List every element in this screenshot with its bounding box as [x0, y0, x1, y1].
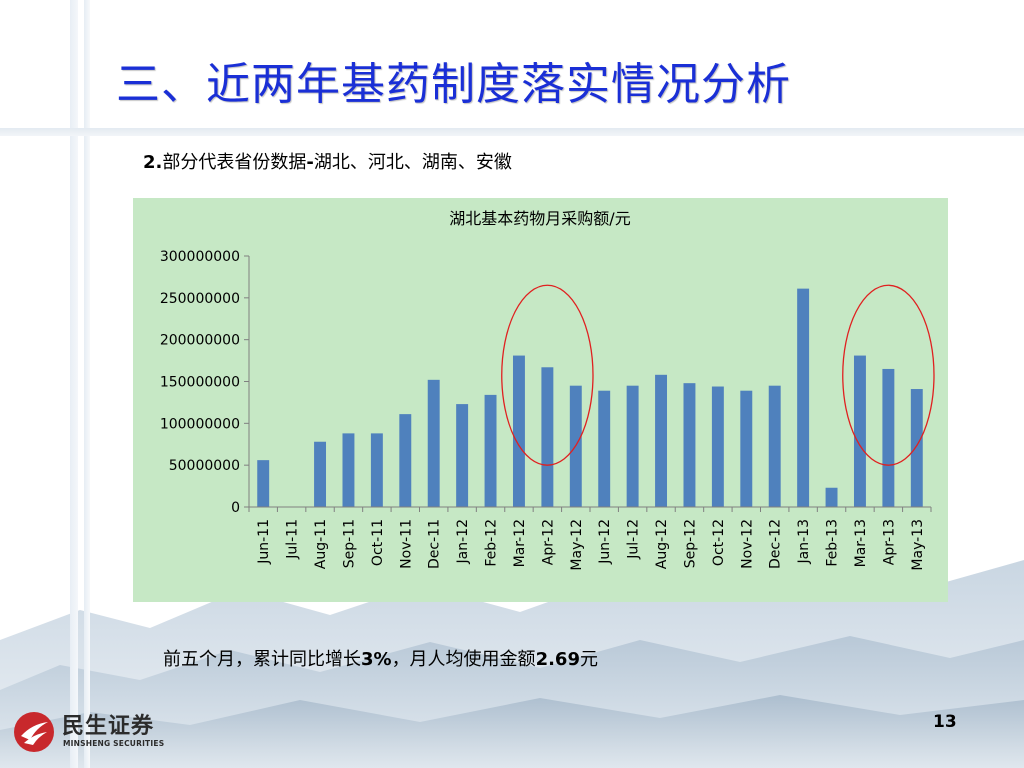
- x-tick-label: Sep-12: [682, 519, 698, 568]
- y-tick-label: 200000000: [160, 333, 240, 349]
- x-tick-label: Aug-11: [313, 519, 329, 569]
- bar: [598, 390, 611, 507]
- decorative-vertical-bar: [70, 0, 78, 768]
- y-tick-label: 50000000: [169, 458, 240, 474]
- x-tick-label: Aug-12: [654, 519, 670, 569]
- x-tick-label: May-13: [910, 519, 926, 571]
- bar: [456, 404, 469, 507]
- slide-title: 三、近两年基药制度落实情况分析: [116, 59, 791, 110]
- logo-name-cn: 民生证券: [62, 714, 155, 739]
- x-tick-label: May-12: [569, 519, 585, 571]
- company-logo: 民生证券 MINSHENG SECURITIES: [12, 708, 182, 758]
- x-tick-label: Nov-11: [398, 519, 414, 569]
- bar: [399, 414, 412, 507]
- x-tick-label: Dec-12: [768, 519, 784, 569]
- highlight-circle: [842, 284, 935, 466]
- subtitle-text-b: 湖北、河北、湖南、安徽: [313, 152, 512, 173]
- y-tick-label: 150000000: [160, 375, 240, 391]
- bar: [768, 385, 781, 507]
- highlight-circle: [501, 284, 594, 466]
- x-tick-label: Nov-12: [739, 519, 755, 569]
- slide-subtitle: 2.部分代表省份数据-湖北、河北、湖南、安徽: [143, 148, 512, 174]
- x-tick-label: Sep-11: [341, 519, 357, 568]
- summary-amount: 2.69: [535, 649, 580, 670]
- decorative-horizontal-bar: [0, 128, 1024, 136]
- summary-text-c: 元: [579, 649, 598, 670]
- bar: [740, 390, 753, 507]
- x-tick-label: Mar-13: [853, 519, 869, 567]
- bar: [342, 433, 355, 507]
- summary-percent: 3%: [361, 649, 392, 670]
- x-tick-label: Jun-12: [597, 519, 613, 565]
- bar: [683, 383, 696, 507]
- subtitle-dash: -: [306, 152, 314, 173]
- bar: [825, 487, 838, 507]
- x-tick-label: Apr-12: [540, 519, 556, 565]
- y-axis: 0 50000000 100000000 150000000 200000000 2500…: [160, 249, 250, 516]
- x-tick-label: Apr-13: [881, 519, 897, 565]
- x-tick-label: Jul-12: [626, 519, 642, 560]
- x-tick-label: Jun-11: [256, 519, 272, 565]
- logo-emblem-icon: [14, 712, 54, 752]
- bar: [484, 394, 497, 507]
- bar: [314, 441, 327, 507]
- chart-svg: 湖北基本药物月采购额/元 0 50000000 100000000 150000000…: [160, 209, 935, 571]
- y-tick-label: 300000000: [160, 249, 240, 265]
- summary-text-b: ，月人均使用金额: [391, 649, 536, 670]
- bar: [512, 355, 525, 507]
- bar: [257, 460, 270, 507]
- bar: [910, 389, 923, 507]
- bar: [882, 368, 895, 507]
- y-tick-label: 0: [231, 500, 240, 516]
- bar: [626, 385, 639, 507]
- x-tick-label: Jan-13: [796, 519, 812, 564]
- page-number: 13: [933, 712, 957, 732]
- bar: [370, 433, 383, 507]
- x-tick-label: Feb-12: [484, 519, 500, 567]
- y-tick-label: 250000000: [160, 291, 240, 307]
- x-tick-label: Jan-12: [455, 519, 471, 564]
- bar: [711, 386, 724, 507]
- bar: [541, 367, 554, 507]
- x-tick-label: Dec-11: [427, 519, 443, 569]
- x-axis: Jun-11 Jul-11 Aug-11 Sep-11 Oct-11 Nov-11 Dec-…: [248, 506, 932, 571]
- summary-text: 前五个月，累计同比增长3%，月人均使用金额2.69元: [163, 645, 598, 671]
- x-tick-label: Feb-13: [825, 519, 841, 567]
- decorative-vertical-bar: [84, 0, 90, 768]
- bar: [655, 374, 668, 507]
- x-tick-label: Mar-12: [512, 519, 528, 567]
- y-tick-label: 100000000: [160, 416, 240, 432]
- highlight-circles: [501, 284, 935, 466]
- bar: [853, 355, 866, 507]
- summary-text-a: 前五个月，累计同比增长: [163, 649, 361, 670]
- bar: [427, 379, 440, 507]
- bar-chart: 湖北基本药物月采购额/元 0 50000000 100000000 150000000…: [133, 198, 948, 602]
- subtitle-text-a: 部分代表省份数据: [162, 152, 307, 173]
- x-tick-label: Jul-11: [285, 519, 301, 560]
- bar: [797, 288, 810, 507]
- subtitle-number: 2.: [143, 152, 163, 173]
- x-tick-label: Oct-12: [711, 519, 727, 566]
- chart-title: 湖北基本药物月采购额/元: [449, 209, 630, 228]
- bars: [257, 288, 923, 507]
- logo-name-en: MINSHENG SECURITIES: [63, 739, 165, 748]
- x-tick-label: Oct-11: [370, 519, 386, 566]
